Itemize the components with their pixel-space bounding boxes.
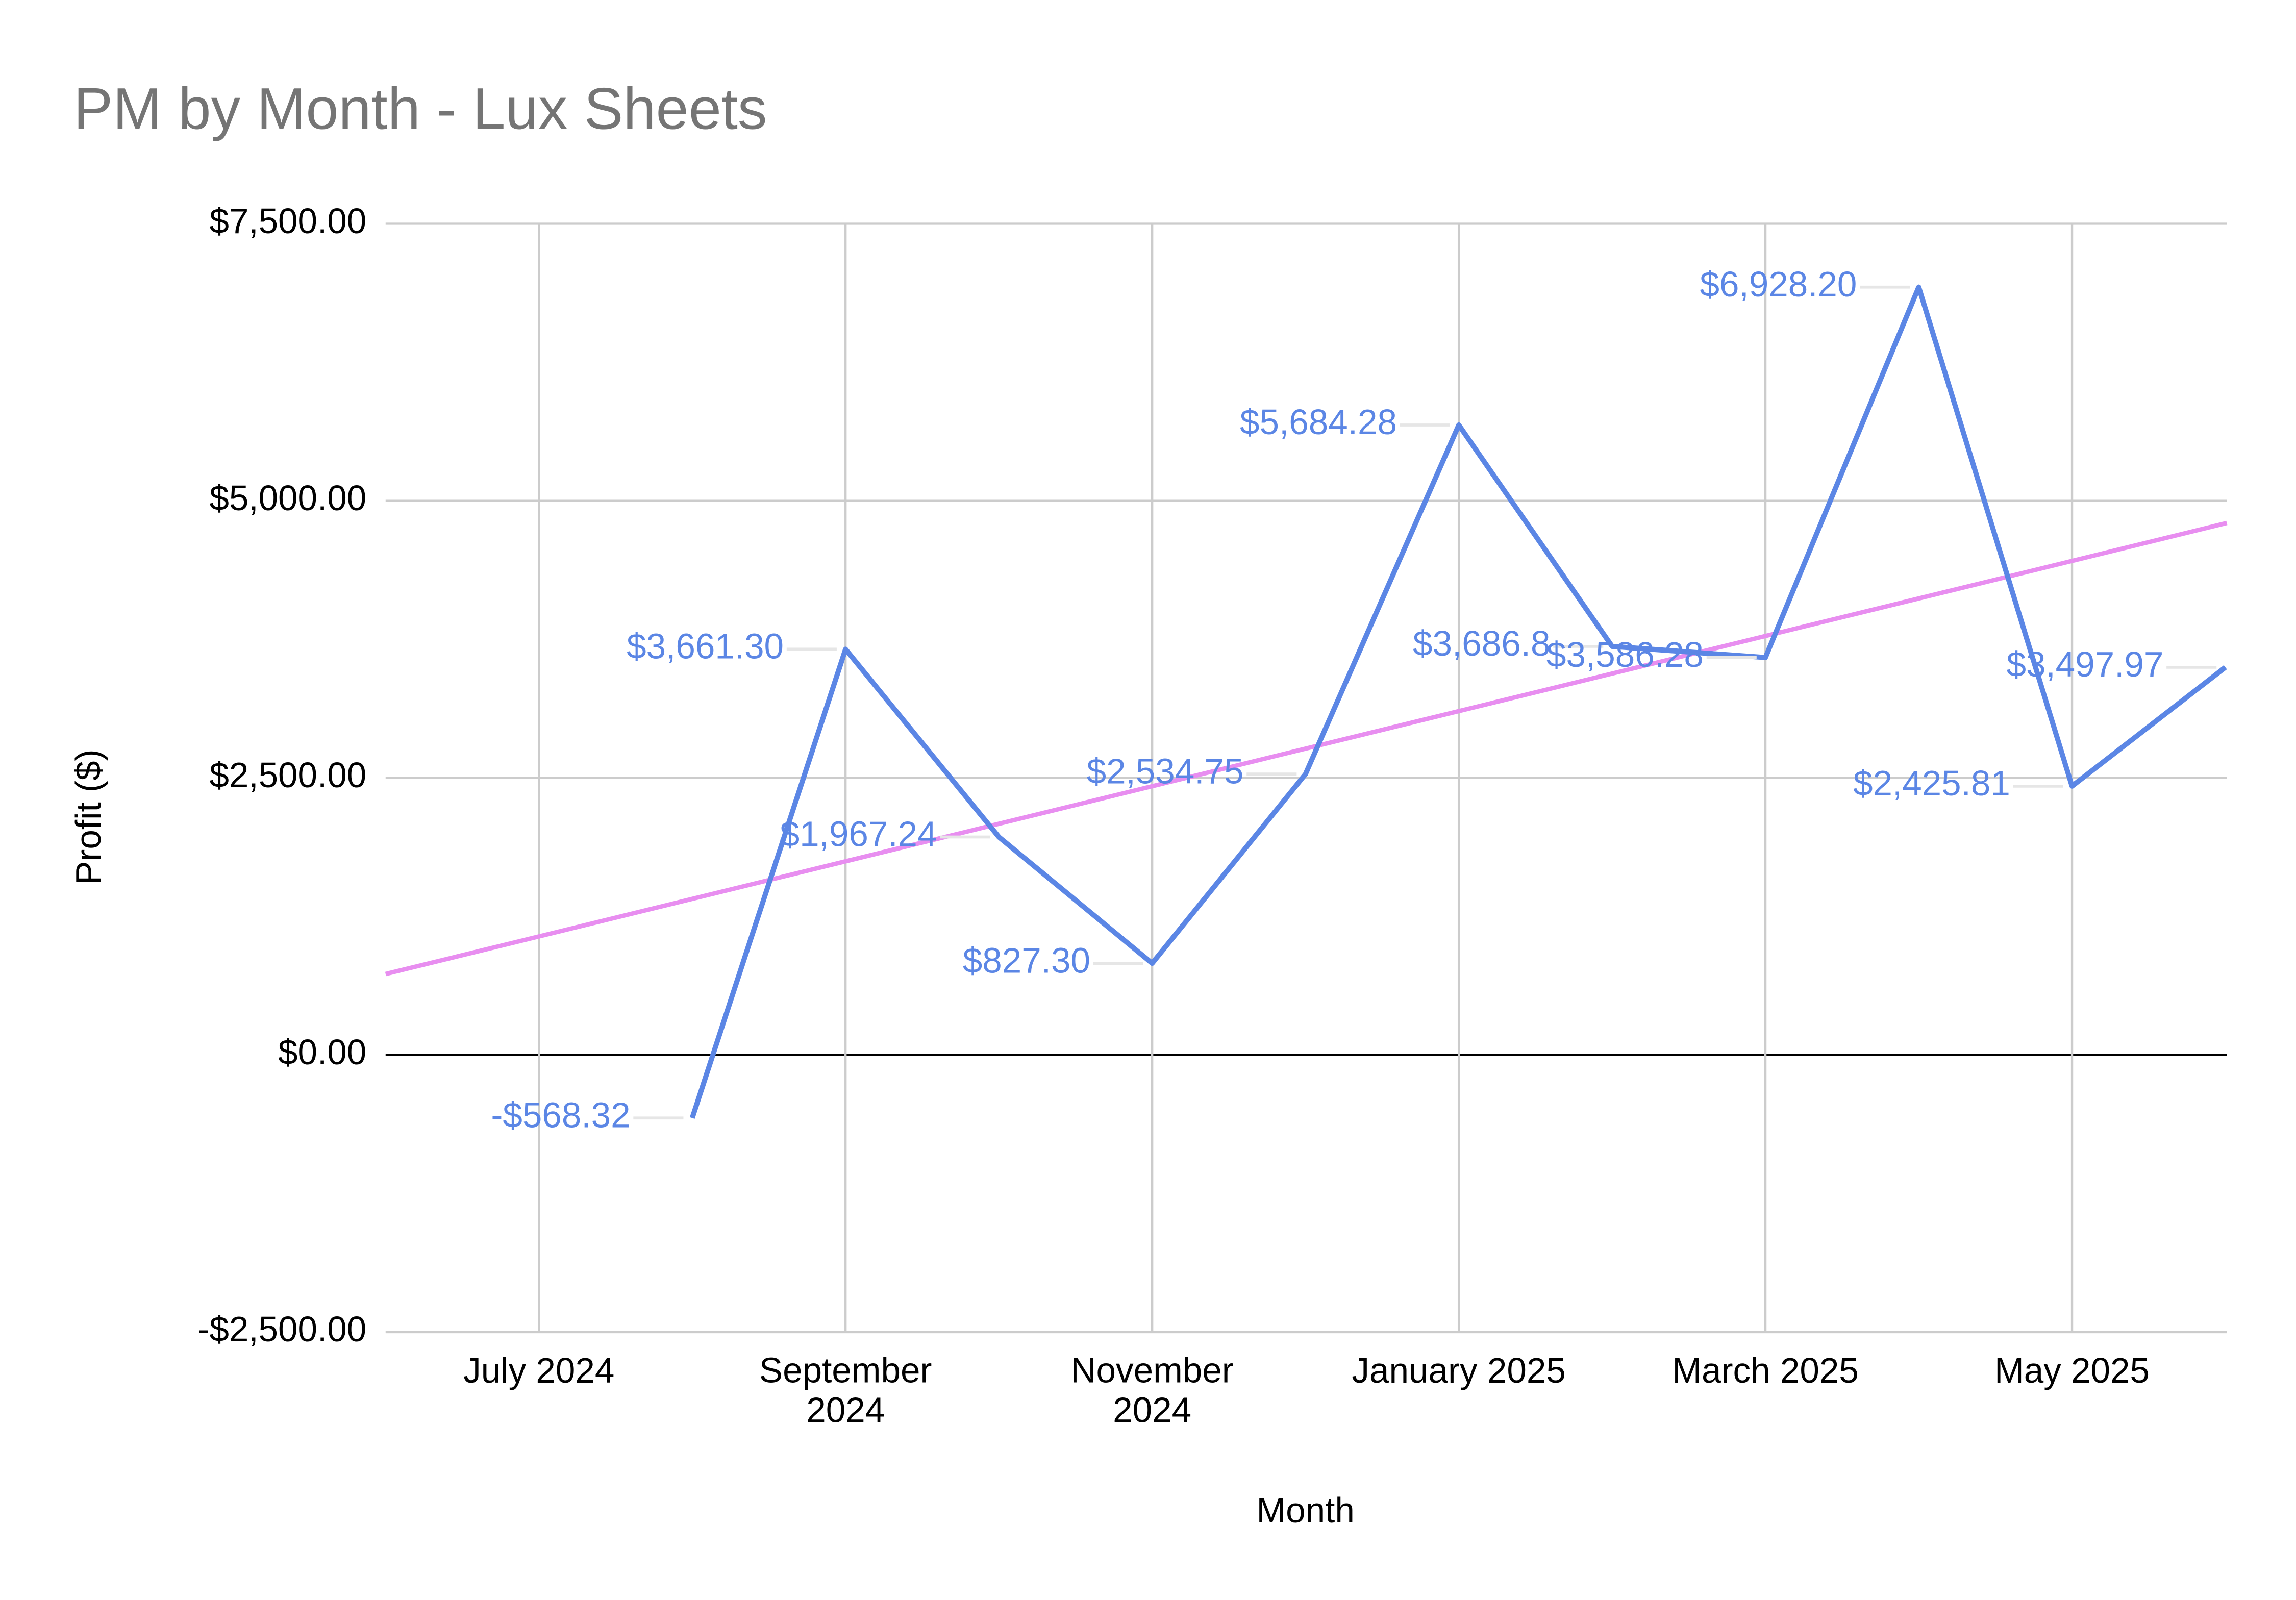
x-tick-label: July 2024 bbox=[463, 1351, 614, 1390]
x-tick-label: January 2025 bbox=[1352, 1351, 1565, 1390]
data-label: -$568.32 bbox=[491, 1095, 630, 1135]
y-tick-label: $7,500.00 bbox=[209, 201, 366, 241]
data-label: $2,534.75 bbox=[1087, 751, 1244, 791]
y-tick-label: $0.00 bbox=[278, 1032, 366, 1072]
x-tick-label: May 2025 bbox=[1994, 1351, 2150, 1390]
data-line bbox=[689, 284, 2227, 1119]
x-axis-title: Month bbox=[1256, 1490, 1354, 1530]
data-label: $827.30 bbox=[963, 940, 1090, 980]
data-label: $6,928.20 bbox=[1700, 264, 1857, 304]
y-tick-label: $5,000.00 bbox=[209, 478, 366, 518]
y-tick-label: $2,500.00 bbox=[209, 755, 366, 795]
data-label: $2,425.81 bbox=[1853, 763, 2010, 803]
x-tick-label: March 2025 bbox=[1672, 1351, 1859, 1390]
data-label: $1,967.24 bbox=[780, 814, 937, 854]
data-label: $3,686.8 bbox=[1413, 623, 1550, 663]
x-tick-label: September 2024 bbox=[759, 1351, 932, 1430]
chart-title: PM by Month - Lux Sheets bbox=[73, 77, 767, 142]
data-label: $3,497.97 bbox=[2006, 644, 2163, 684]
y-tick-label: -$2,500.00 bbox=[197, 1309, 366, 1349]
x-tick-label: November 2024 bbox=[1071, 1351, 1234, 1430]
data-label: $3,661.30 bbox=[627, 627, 784, 666]
trendline bbox=[385, 520, 2228, 977]
y-axis-title: Profit ($) bbox=[68, 749, 108, 884]
data-label: $5,684.28 bbox=[1240, 402, 1397, 442]
data-label: $3,586.28 bbox=[1546, 635, 1704, 674]
